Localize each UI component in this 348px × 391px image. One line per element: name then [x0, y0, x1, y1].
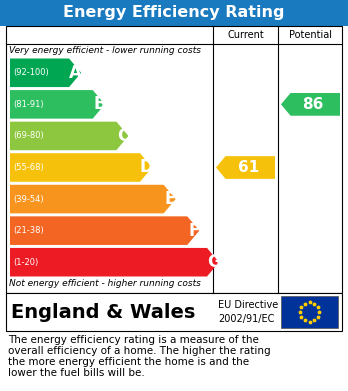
Text: C: C: [117, 127, 129, 145]
Polygon shape: [281, 93, 340, 116]
Bar: [0, 0, 348, 26]
Text: Energy Efficiency Rating: Energy Efficiency Rating: [63, 5, 285, 20]
Text: E: E: [165, 190, 176, 208]
Polygon shape: [10, 59, 81, 87]
Text: F: F: [188, 222, 200, 240]
Polygon shape: [10, 90, 105, 118]
Text: England & Wales: England & Wales: [11, 303, 195, 321]
Text: 86: 86: [302, 97, 324, 112]
Text: (21-38): (21-38): [13, 226, 44, 235]
Text: 61: 61: [238, 160, 259, 175]
Polygon shape: [216, 156, 275, 179]
Text: (55-68): (55-68): [13, 163, 44, 172]
Text: the more energy efficient the home is and the: the more energy efficient the home is an…: [8, 357, 249, 367]
Text: B: B: [93, 95, 106, 113]
Text: EU Directive: EU Directive: [218, 300, 278, 310]
Text: 2002/91/EC: 2002/91/EC: [218, 314, 274, 324]
Text: (69-80): (69-80): [13, 131, 44, 140]
Text: (39-54): (39-54): [13, 195, 44, 204]
Text: Very energy efficient - lower running costs: Very energy efficient - lower running co…: [9, 46, 201, 55]
Bar: [6, 293, 342, 331]
Text: overall efficiency of a home. The higher the rating: overall efficiency of a home. The higher…: [8, 346, 271, 356]
Polygon shape: [10, 153, 152, 182]
Text: Not energy efficient - higher running costs: Not energy efficient - higher running co…: [9, 279, 201, 288]
Text: D: D: [140, 158, 153, 176]
Polygon shape: [10, 185, 176, 213]
Text: (81-91): (81-91): [13, 100, 44, 109]
Text: (92-100): (92-100): [13, 68, 49, 77]
Text: A: A: [69, 64, 82, 82]
Text: G: G: [207, 253, 221, 271]
Polygon shape: [10, 122, 128, 150]
Bar: [6, 26, 342, 293]
Text: Potential: Potential: [288, 30, 332, 40]
Polygon shape: [10, 248, 219, 276]
Polygon shape: [10, 216, 199, 245]
Text: The energy efficiency rating is a measure of the: The energy efficiency rating is a measur…: [8, 335, 259, 345]
Text: lower the fuel bills will be.: lower the fuel bills will be.: [8, 368, 145, 378]
Text: (1-20): (1-20): [13, 258, 38, 267]
Text: Current: Current: [227, 30, 264, 40]
Bar: [281, 296, 338, 328]
